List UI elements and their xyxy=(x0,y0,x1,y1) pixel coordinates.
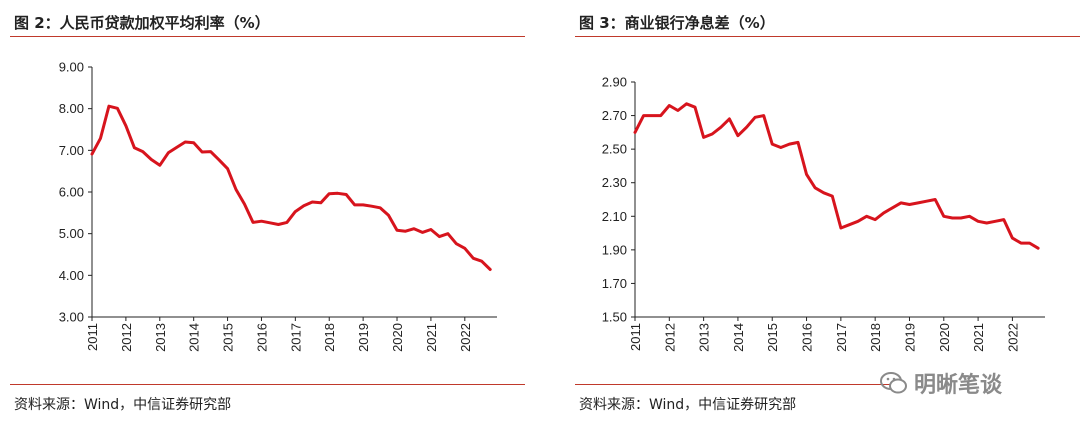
chart-panel-loan-rate: 图 2：人民币贷款加权平均利率（%） 9.00 8.00 7.00 6.00 5.00 4… xyxy=(0,0,530,434)
watermark-text: 明晰笔谈 xyxy=(914,373,1003,398)
x-tick-label: 2017 xyxy=(834,323,849,352)
x-tick-label: 2013 xyxy=(153,323,168,352)
x-tick-label: 2021 xyxy=(424,323,439,352)
x-tick-label: 2022 xyxy=(1005,323,1020,352)
y-tick-label: 2.50 xyxy=(602,142,627,157)
x-tick-label: 2016 xyxy=(254,323,269,352)
x-tick-label: 2018 xyxy=(868,323,883,352)
watermark: 明晰笔谈 xyxy=(880,368,1070,398)
x-tick-label: 2022 xyxy=(458,323,473,352)
x-tick-label: 2017 xyxy=(288,323,303,352)
series-line xyxy=(90,104,492,271)
x-tick-label: 2014 xyxy=(731,323,746,352)
source-note: 资料来源：Wind，中信证券研究部 xyxy=(14,397,232,413)
x-tick-label: 2012 xyxy=(662,323,677,352)
x-tick-label: 2020 xyxy=(390,323,405,352)
y-tick-label: 2.30 xyxy=(602,175,627,190)
x-tick-label: 2015 xyxy=(765,323,780,352)
x-tick-label: 2018 xyxy=(322,323,337,352)
source-note: 资料来源：Wind，中信证券研究部 xyxy=(579,397,797,413)
y-tick-label: 5.00 xyxy=(59,226,84,241)
y-tick-label: 2.70 xyxy=(602,108,627,123)
y-tick-label: 3.00 xyxy=(59,310,84,325)
title-rule xyxy=(575,36,1080,37)
series-line xyxy=(633,102,1040,250)
chart-title: 图 2：人民币贷款加权平均利率（%） xyxy=(14,14,270,32)
source-rule xyxy=(10,384,525,385)
x-tick-label: 2012 xyxy=(119,323,134,352)
x-tick-label: 2011 xyxy=(628,323,643,351)
y-tick-label: 7.00 xyxy=(59,143,84,158)
chart-title: 图 3：商业银行净息差（%） xyxy=(579,14,775,32)
source-rule xyxy=(575,384,900,385)
x-tick-label: 2021 xyxy=(971,323,986,352)
y-tick-label: 4.00 xyxy=(59,268,84,283)
y-tick-label: 8.00 xyxy=(59,101,84,116)
y-tick-label: 1.90 xyxy=(602,242,627,257)
x-tick-label: 2015 xyxy=(221,323,236,352)
y-tick-label: 2.10 xyxy=(602,209,627,224)
wechat-icon xyxy=(880,372,907,394)
x-tick-label: 2020 xyxy=(937,323,952,352)
x-tick-label: 2019 xyxy=(902,323,917,352)
y-tick-label: 2.90 xyxy=(602,75,627,90)
x-tick-label: 2019 xyxy=(356,323,371,352)
title-rule xyxy=(10,36,525,37)
y-tick-label: 1.50 xyxy=(602,310,627,325)
y-tick-label: 1.70 xyxy=(602,276,627,291)
y-tick-label: 6.00 xyxy=(59,185,84,200)
x-tick-label: 2014 xyxy=(187,323,202,352)
x-tick-label: 2016 xyxy=(800,323,815,352)
chart-panel-net-interest-margin: 图 3：商业银行净息差（%） 2.90 2.70 2.50 2.30 2.10 1.90 1… xyxy=(565,0,1080,434)
x-tick-label: 2011 xyxy=(85,323,100,351)
x-tick-label: 2013 xyxy=(697,323,712,352)
y-tick-label: 9.00 xyxy=(59,60,84,75)
